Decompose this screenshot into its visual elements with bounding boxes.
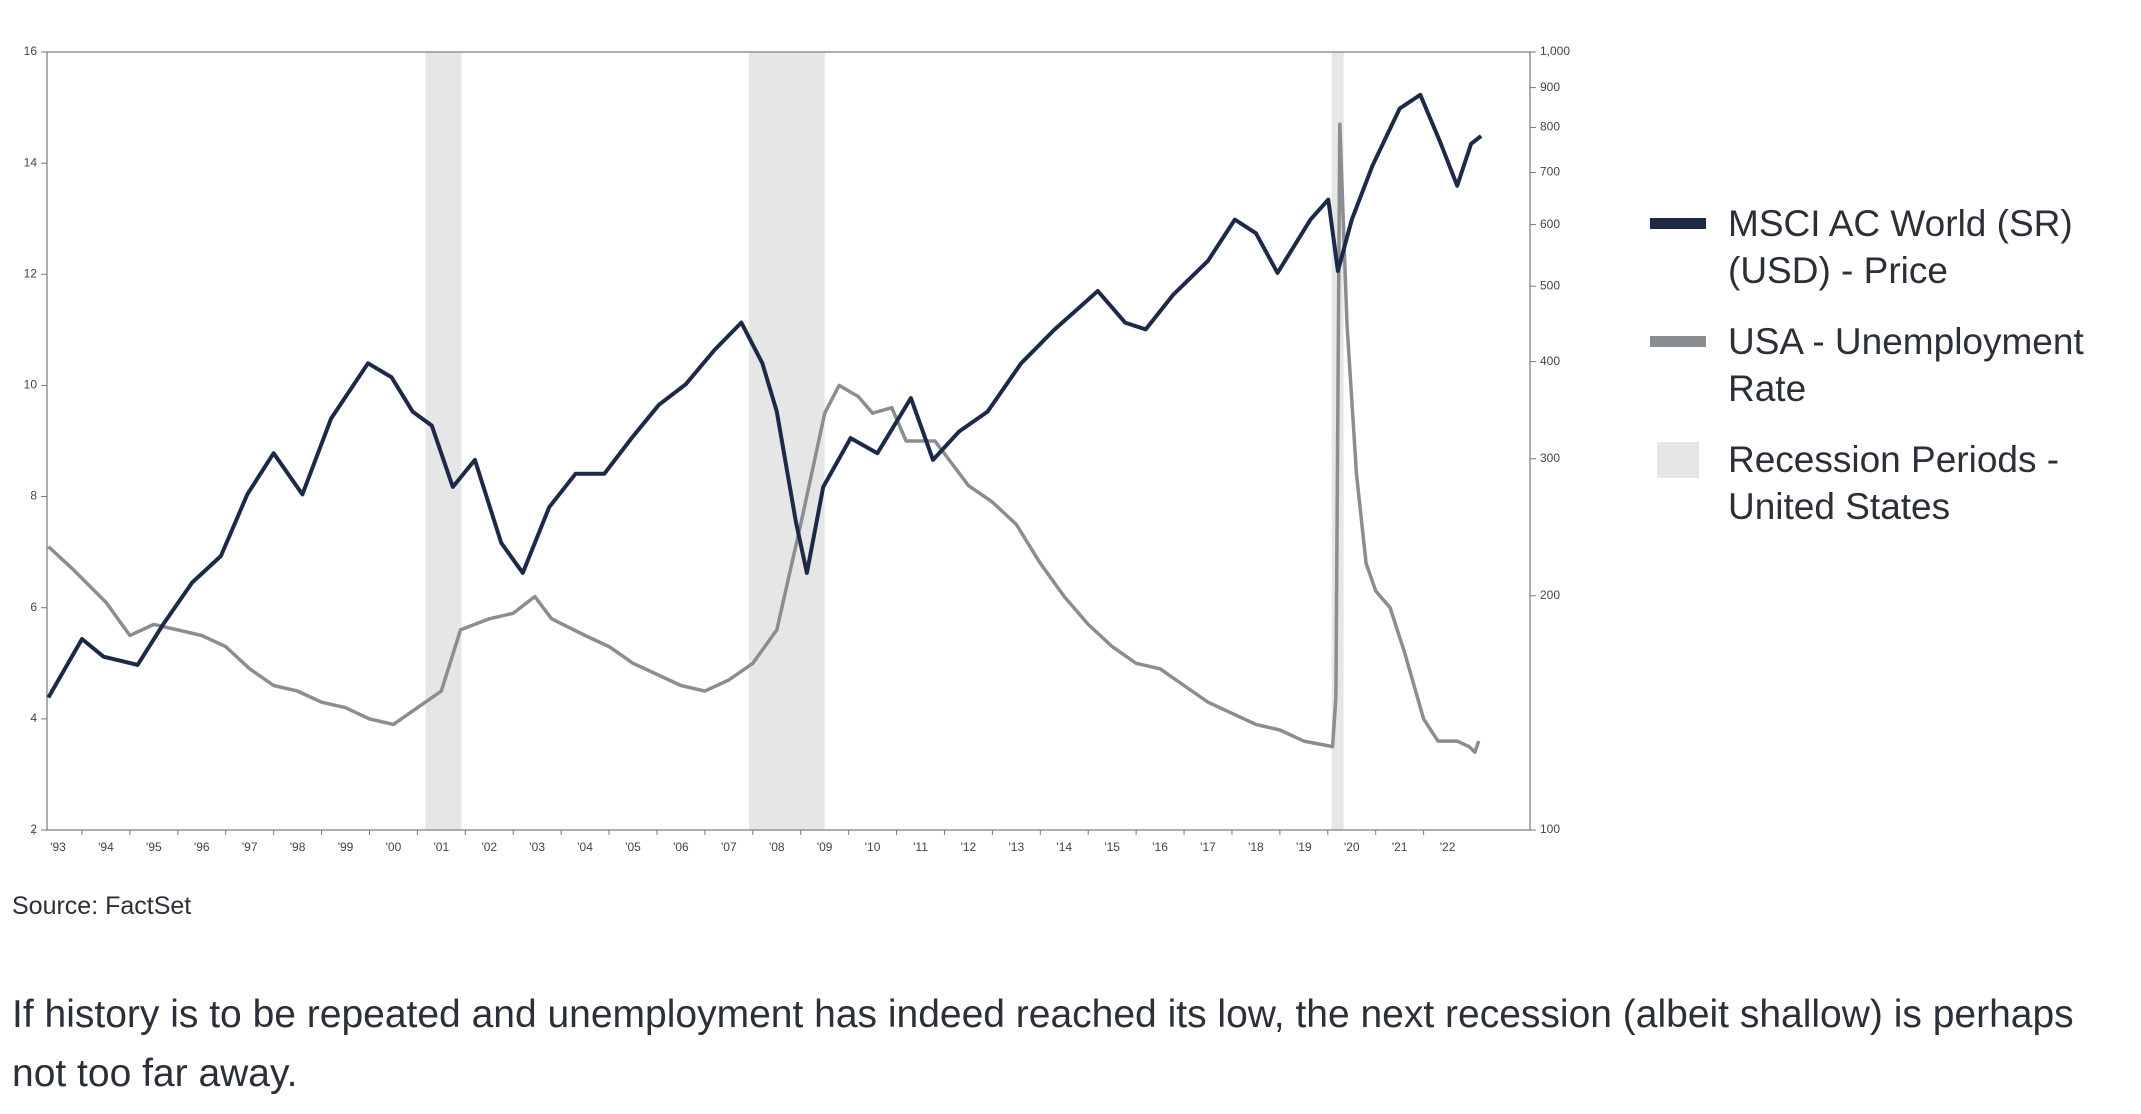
y2-tick-label: 100: [1540, 822, 1560, 836]
x-tick-label: '14: [1056, 840, 1072, 854]
x-tick-label: '20: [1344, 840, 1360, 854]
x-tick-label: '00: [386, 840, 402, 854]
y-tick-label: 6: [30, 600, 37, 614]
caption: If history is to be repeated and unemplo…: [12, 993, 2074, 1095]
x-tick-label: '18: [1248, 840, 1264, 854]
recession-band: [425, 52, 462, 830]
x-tick-label: '03: [529, 840, 545, 854]
series-line: [46, 92, 1483, 699]
x-tick-label: '04: [577, 840, 593, 854]
y-tick-label: 2: [30, 822, 37, 836]
x-tick-label: '11: [913, 840, 928, 854]
y2-tick-label: 1,000: [1540, 44, 1570, 58]
x-tick-label: '93: [50, 840, 66, 854]
plot-frame: [46, 51, 1531, 831]
x-tick-label: '16: [1152, 840, 1168, 854]
x-tick-label: '98: [290, 840, 306, 854]
y2-tick-label: 800: [1540, 120, 1560, 134]
x-tick-label: '05: [625, 840, 641, 854]
source: Source: FactSet: [12, 892, 192, 920]
x-tick-label: '01: [434, 840, 450, 854]
x-tick-label: '96: [194, 840, 210, 854]
legend-item: MSCI AC World (SR) (USD) - Price: [1650, 200, 2130, 294]
x-tick-label: '94: [98, 840, 114, 854]
x-tick-label: '10: [865, 840, 881, 854]
x-tick-label: '15: [1104, 840, 1120, 854]
y-tick-label: 4: [30, 711, 37, 725]
x-tick-label: '19: [1296, 840, 1312, 854]
y2-tick-label: 200: [1540, 588, 1560, 602]
x-tick-label: '21: [1392, 840, 1408, 854]
y2-tick-label: 900: [1540, 80, 1560, 94]
legend-label: MSCI AC World (SR) (USD) - Price: [1728, 203, 2073, 291]
y-tick-label: 10: [24, 378, 38, 392]
y2-tick-label: 400: [1540, 354, 1560, 368]
x-tick-label: '13: [1009, 840, 1025, 854]
legend-label: USA - Unemployment Rate: [1728, 321, 2084, 409]
y2-tick-label: 300: [1540, 451, 1560, 465]
legend: MSCI AC World (SR) (USD) - Price USA - Un…: [1650, 200, 2130, 554]
x-tick-label: '22: [1440, 840, 1456, 854]
x-tick-label: '99: [338, 840, 354, 854]
series-line: [47, 122, 1481, 754]
y2-tick-label: 600: [1540, 217, 1560, 231]
legend-label: Recession Periods - United States: [1728, 439, 2060, 527]
x-tick-label: '02: [481, 840, 497, 854]
y-tick-label: 12: [24, 266, 38, 280]
x-tick-label: '07: [721, 840, 737, 854]
x-tick-label: '06: [673, 840, 689, 854]
legend-item: USA - Unemployment Rate: [1650, 318, 2130, 412]
x-tick-label: '17: [1200, 840, 1216, 854]
y2-tick-label: 500: [1540, 278, 1560, 292]
legend-swatch: [1650, 318, 1706, 347]
x-tick-label: '09: [817, 840, 833, 854]
y-tick-label: 14: [24, 155, 38, 169]
x-tick-label: '95: [146, 840, 162, 854]
y-tick-label: 16: [24, 44, 38, 58]
recession-band: [748, 52, 825, 830]
y-tick-label: 8: [30, 489, 37, 503]
y2-tick-label: 700: [1540, 165, 1560, 179]
x-tick-label: '08: [769, 840, 785, 854]
legend-swatch: [1650, 200, 1706, 229]
chart: 2 4 6 8 10 12 14 16 100 200 300 400 500 600 700 800 900 1…: [24, 44, 1571, 854]
legend-item: Recession Periods - United States: [1650, 436, 2130, 530]
legend-swatch: [1650, 436, 1706, 478]
x-tick-label: '12: [961, 840, 977, 854]
x-tick-label: '97: [242, 840, 258, 854]
